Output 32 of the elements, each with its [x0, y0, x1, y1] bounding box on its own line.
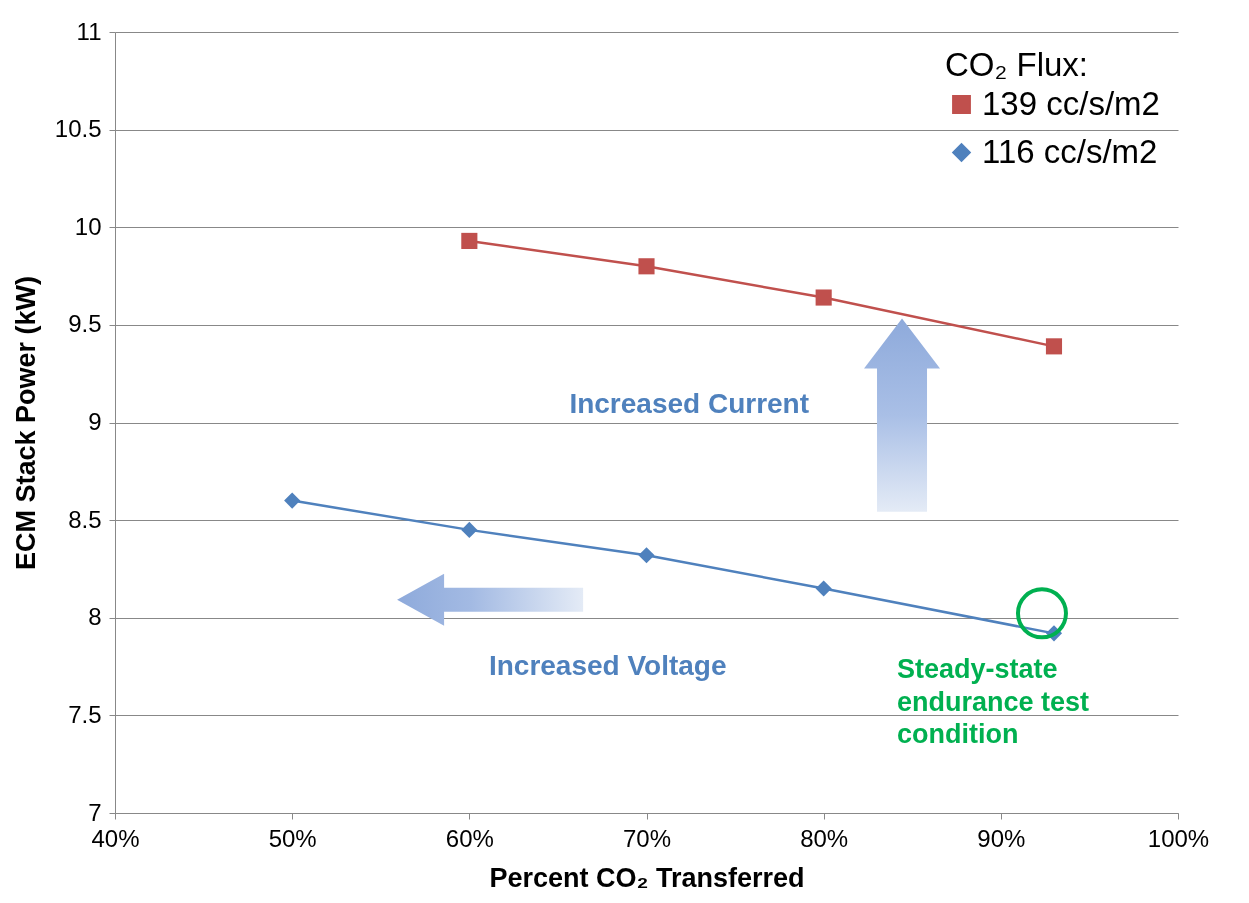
annotation: Increased Current — [569, 388, 810, 421]
legend-label: 139 cc/s/m2 — [982, 84, 1160, 122]
x-axis-title: Percent CO₂ Transferred — [489, 862, 805, 893]
annotation: Increased Voltage — [488, 650, 727, 683]
y-tick-label: 10.5 — [54, 115, 102, 143]
point — [1045, 338, 1063, 355]
x-tick-label: 70% — [622, 824, 672, 852]
point — [815, 580, 832, 597]
y-tick-label: 10 — [74, 212, 102, 240]
x-tick-label: 80% — [800, 824, 849, 852]
point — [284, 492, 301, 509]
point — [461, 521, 478, 538]
y-tick-label: 11 — [76, 17, 102, 45]
x-tick-label: 60% — [445, 824, 494, 852]
y-tick-label: 7.5 — [68, 700, 102, 728]
point — [638, 547, 655, 564]
point — [638, 258, 655, 275]
x-tick-label: 90% — [977, 824, 1026, 852]
legend-label: 116 cc/s/m2 — [982, 132, 1158, 170]
x-tick-label: 40% — [91, 824, 140, 852]
y-tick-label: 8 — [88, 603, 102, 631]
point — [461, 232, 478, 249]
y-axis-title: ECM Stack Power (kW) — [10, 275, 41, 571]
y-tick-label: 9 — [88, 408, 102, 435]
annotation: Steady-state endurance test condition — [896, 653, 1091, 751]
legend-title: CO₂ Flux: — [945, 46, 1088, 83]
x-tick-label: 100% — [1147, 824, 1210, 852]
y-tick-label: 9.5 — [68, 310, 102, 338]
y-tick-label: 8.5 — [68, 505, 102, 533]
x-tick-label: 50% — [268, 824, 317, 852]
point — [815, 289, 832, 306]
y-tick-label: 7 — [88, 798, 102, 826]
